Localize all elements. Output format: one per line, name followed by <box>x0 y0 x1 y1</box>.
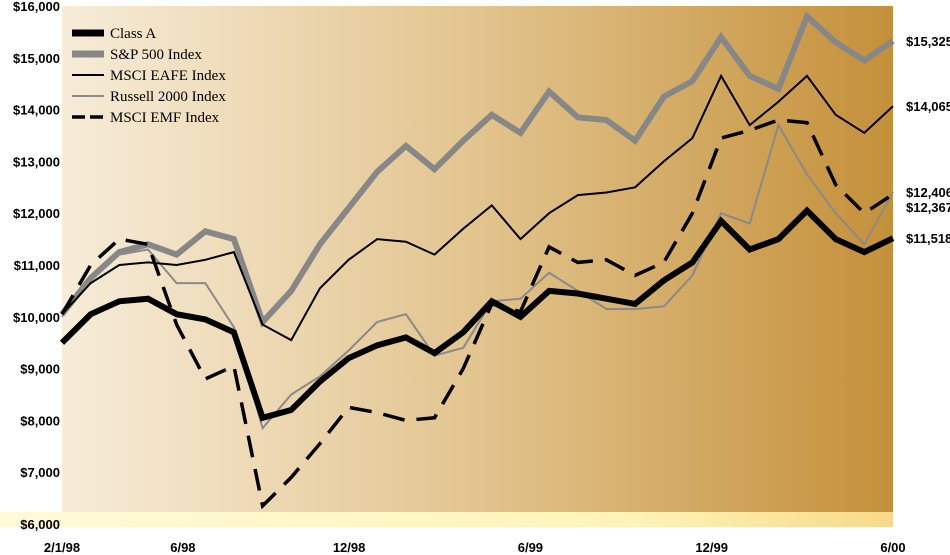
x-tick-label: 6/00 <box>880 540 905 555</box>
y-tick-label: $12,000 <box>13 206 60 221</box>
end-labels: $15,325 $14,065 $12,406$12,367 $11,518 <box>906 34 950 246</box>
x-tick-label: 2/1/98 <box>44 540 80 555</box>
end-label-msci-eafe-index: $14,065 <box>906 99 950 114</box>
y-axis-ticks: $6,000 $7,000 $8,000 $9,000 $10,000 $11,000 $1… <box>13 0 60 532</box>
series-line-s-p-500-index <box>59 11 895 328</box>
series-line-russell-2000-index <box>61 122 894 431</box>
end-label-s-p-500-index: $15,325 <box>906 34 950 49</box>
x-axis-ticks: 2/1/98 6/98 12/98 6/99 12/99 6/00 <box>44 540 906 555</box>
y-tick-label: $13,000 <box>13 154 60 169</box>
end-label-class-a: $11,518 <box>906 231 950 246</box>
legend-label: MSCI EMF Index <box>110 110 220 126</box>
y-tick-label: $7,000 <box>20 465 60 480</box>
y-tick-label: $10,000 <box>13 310 60 325</box>
x-tick-label: 6/98 <box>170 540 195 555</box>
y-tick-label: $6,000 <box>20 517 60 532</box>
y-tick-label: $15,000 <box>13 51 60 66</box>
y-tick-label: $14,000 <box>13 103 60 118</box>
legend-label: Class A <box>110 26 156 42</box>
y-tick-label: $9,000 <box>20 362 60 377</box>
series-layer <box>59 11 895 510</box>
series-line-msci-emf-index <box>60 118 894 510</box>
series-line-msci-eafe-index <box>61 73 894 342</box>
bottom-strip <box>0 512 893 527</box>
x-tick-label: 6/99 <box>518 540 543 555</box>
x-tick-label: 12/99 <box>695 540 728 555</box>
legend-label: Russell 2000 Index <box>110 89 226 105</box>
series-line-class-a <box>59 206 895 422</box>
end-label-russell-2000-index: $12,406 <box>906 185 950 200</box>
end-label-msci-emf-index: $12,367 <box>906 200 950 215</box>
y-tick-label: $11,000 <box>14 258 60 273</box>
legend-label: S&P 500 Index <box>110 47 202 63</box>
y-tick-label: $16,000 <box>13 0 60 14</box>
legend: Class A S&P 500 Index MSCI EAFE Index Russe… <box>72 26 226 126</box>
x-tick-label: 12/98 <box>333 540 366 555</box>
legend-label: MSCI EAFE Index <box>110 68 226 84</box>
plot-background <box>62 6 893 512</box>
y-tick-label: $8,000 <box>20 413 60 428</box>
